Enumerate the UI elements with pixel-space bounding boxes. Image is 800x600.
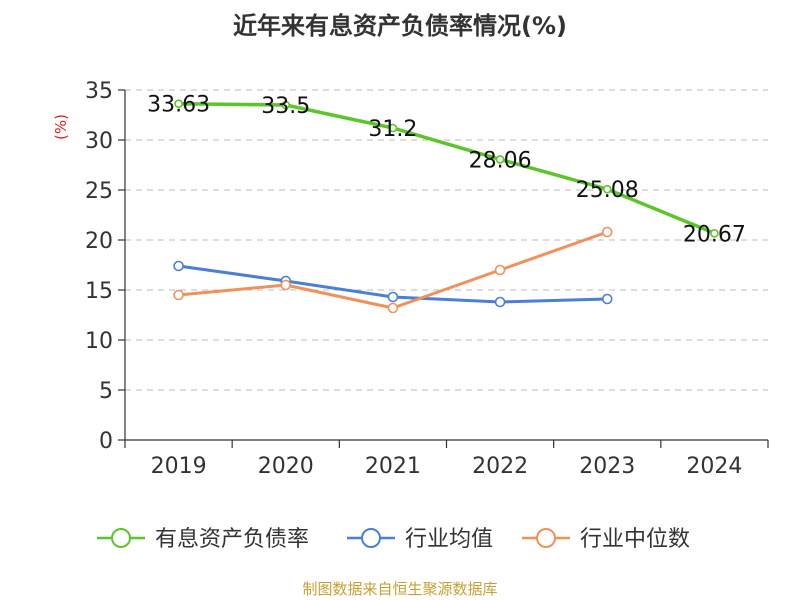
data-point <box>494 296 506 308</box>
legend: 有息资产负债率 行业均值 行业中位数 <box>97 527 690 552</box>
x-tick-label: 2021 <box>365 454 421 479</box>
data-label: 20.67 <box>683 222 746 247</box>
data-label: 33.63 <box>147 93 210 118</box>
series-line <box>178 101 716 235</box>
y-axis-unit-label: (%) <box>52 114 70 140</box>
data-point <box>173 260 184 272</box>
data-point <box>173 289 184 301</box>
data-point <box>710 229 719 238</box>
y-tick-label: 15 <box>85 279 113 304</box>
data-point <box>388 123 398 133</box>
chart-title: 近年来有息资产负债率情况(%) <box>233 12 567 40</box>
data-point <box>280 279 292 291</box>
legend-swatch-marker <box>361 528 381 548</box>
data-point <box>387 302 399 314</box>
data-label: 33.5 <box>261 94 310 119</box>
y-tick-label: 30 <box>85 129 113 154</box>
y-tick-label: 35 <box>85 79 113 104</box>
x-tick-label: 2023 <box>579 454 635 479</box>
series-lines <box>173 99 719 314</box>
axes: 0 5 10 15 20 25 30 35 2019 2020 2021 2022 2023 2024 <box>85 79 769 479</box>
data-label: 31.2 <box>368 117 417 142</box>
data-point <box>601 226 613 238</box>
data-point <box>494 264 506 276</box>
x-tick-label: 2024 <box>686 454 742 479</box>
legend-label: 行业中位数 <box>580 527 690 552</box>
x-tick-label: 2019 <box>151 454 207 479</box>
x-tick-label: 2020 <box>258 454 314 479</box>
y-tick-label: 0 <box>99 429 113 454</box>
data-point <box>601 293 613 305</box>
legend-item[interactable]: 行业均值 <box>347 527 493 552</box>
legend-swatch-marker <box>536 528 556 548</box>
legend-item[interactable]: 行业中位数 <box>522 527 690 552</box>
data-labels: 33.63 33.5 31.2 28.06 25.08 20.67 <box>147 93 746 248</box>
legend-label: 行业均值 <box>405 527 493 552</box>
data-point <box>174 99 183 108</box>
y-tick-label: 10 <box>85 329 113 354</box>
legend-item[interactable]: 有息资产负债率 <box>97 527 309 552</box>
data-label: 25.08 <box>576 178 639 203</box>
data-point <box>495 155 505 164</box>
x-tick-label: 2022 <box>472 454 528 479</box>
legend-swatch-marker <box>111 528 131 548</box>
data-point <box>281 100 291 110</box>
legend-label: 有息资产负债率 <box>155 527 309 552</box>
source-note: 制图数据来自恒生聚源数据库 <box>302 580 498 598</box>
data-point <box>387 291 399 303</box>
grid-lines <box>125 89 768 391</box>
y-tick-label: 25 <box>85 179 113 204</box>
data-point <box>602 184 612 194</box>
y-tick-label: 20 <box>85 229 113 254</box>
data-label: 28.06 <box>469 148 532 173</box>
y-tick-label: 5 <box>99 379 113 404</box>
